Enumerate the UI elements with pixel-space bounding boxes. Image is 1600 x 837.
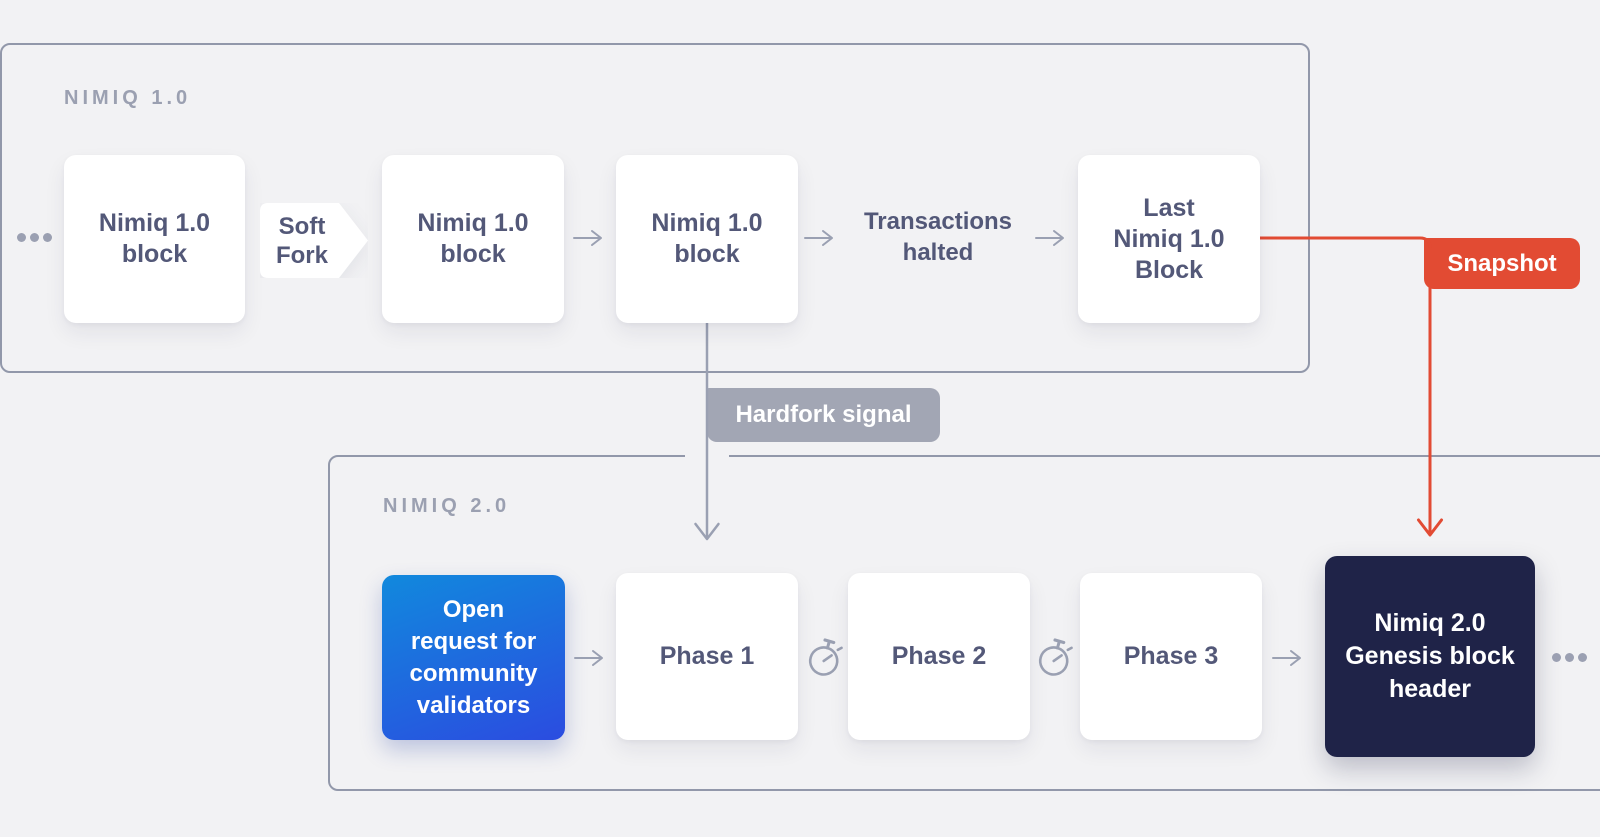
stopwatch-icon: [808, 638, 843, 676]
arrow-right-icon: [573, 230, 602, 246]
card-label: Last Nimiq 1.0 Block: [1113, 193, 1225, 284]
ellipsis-icon: [17, 233, 52, 242]
transactions-halted-label: Transactions halted: [863, 208, 1013, 266]
phase-1-card: Phase 1: [616, 573, 798, 740]
phase-2-card: Phase 2: [848, 573, 1030, 740]
card-label: Phase 1: [659, 642, 755, 670]
genesis-block-card: Nimiq 2.0 Genesis block header: [1325, 556, 1535, 757]
snapshot-badge: Snapshot: [1424, 238, 1580, 289]
nimiq-1-label: NIMIQ 1.0: [64, 87, 192, 109]
nimiq1-block-card-3: Nimiq 1.0 block: [616, 155, 798, 323]
stopwatch-icon: [1038, 638, 1073, 676]
open-request-card: Open request for community validators: [382, 575, 565, 740]
snapshot-label: Snapshot: [1447, 249, 1557, 277]
ellipsis-icon: [1552, 653, 1587, 662]
nimiq-2-container: [328, 455, 1600, 791]
nimiq1-block-card-2: Nimiq 1.0 block: [382, 155, 564, 323]
card-label: Nimiq 1.0 block: [417, 209, 529, 268]
nimiq-1-container: [0, 43, 1310, 373]
hardfork-signal-label: Hardfork signal: [735, 401, 912, 428]
nimiq1-block-card-1: Nimiq 1.0 block: [64, 155, 245, 323]
arrow-right-icon: [1272, 650, 1301, 666]
phase-3-card: Phase 3: [1080, 573, 1262, 740]
card-label: Phase 2: [891, 642, 987, 670]
soft-fork-badge: Soft Fork: [260, 203, 368, 278]
card-label: Phase 3: [1123, 642, 1219, 670]
soft-fork-shape: [260, 203, 368, 278]
border-gap-mask: [685, 451, 729, 461]
last-nimiq1-block-card: Last Nimiq 1.0 Block: [1078, 155, 1260, 323]
arrow-right-icon: [804, 230, 833, 246]
soft-fork-label: Soft Fork: [275, 212, 328, 269]
arrow-right-icon: [1035, 230, 1064, 246]
card-label: Nimiq 1.0 block: [98, 209, 211, 268]
card-label: Open request for community validators: [409, 595, 538, 719]
card-label: Nimiq 1.0 block: [651, 209, 763, 268]
card-label: Nimiq 2.0 Genesis block header: [1345, 609, 1515, 703]
hardfork-signal-badge: Hardfork signal: [707, 388, 940, 442]
nimiq-2-label: NIMIQ 2.0: [383, 495, 511, 517]
arrow-right-icon: [574, 650, 603, 666]
